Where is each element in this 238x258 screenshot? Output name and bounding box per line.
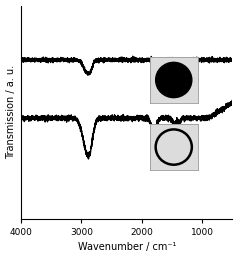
Circle shape (156, 62, 192, 98)
Y-axis label: Transmission / a. u.: Transmission / a. u. (5, 65, 15, 159)
X-axis label: Wavenumber / cm⁻¹: Wavenumber / cm⁻¹ (78, 243, 176, 252)
